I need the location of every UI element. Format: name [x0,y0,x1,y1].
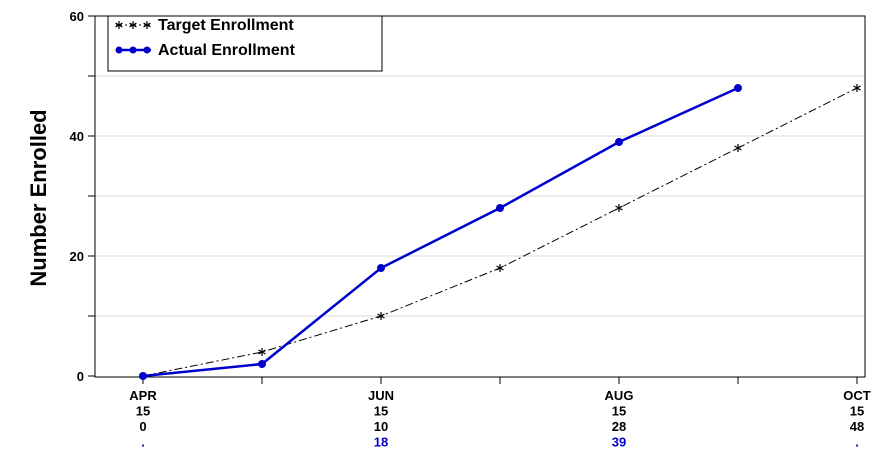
legend-actual-label: Actual Enrollment [158,42,296,59]
target-point [853,84,861,92]
legend-target-marker [129,21,137,29]
target-point [258,348,266,356]
grid-layer [95,75,865,317]
x-tick-label: JUN [368,388,394,403]
legend-actual-marker [115,46,123,54]
y-tick-label: 0 [77,369,84,384]
x-tick-label: . [855,435,859,450]
x-tick-label: 39 [612,435,626,450]
x-tick-label: 15 [612,404,626,419]
x-tick-label: 0 [139,419,146,434]
actual-point [258,360,266,368]
target-point [615,204,623,212]
x-tick-label: OCT [843,388,871,403]
legend-box [107,15,383,72]
legend-actual-marker [129,46,137,54]
x-tick-label: 18 [374,435,388,450]
x-tick-label: . [141,435,145,450]
target-point [377,312,385,320]
x-tick-label: 15 [850,404,864,419]
series-line-0 [142,87,858,377]
y-tick-label: 40 [70,129,84,144]
legend-target-marker [115,21,123,29]
legend-target-label: Target Enrollment [158,17,294,34]
legend-actual-markers [115,46,151,54]
series-layer [139,84,861,380]
target-point [734,144,742,152]
y-tick-label: 20 [70,249,84,264]
actual-point [139,372,147,380]
x-tick-label: 10 [374,419,388,434]
x-tick-label: 15 [136,404,150,419]
series-line-1 [142,86,739,378]
x-tick-label: AUG [605,388,634,403]
actual-point [734,84,742,92]
x-tick-label: 15 [374,404,388,419]
target-point [496,264,504,272]
x-tick-label: 48 [850,419,864,434]
y-axis-label: Number Enrolled [26,109,51,286]
legend: Target Enrollment Actual Enrollment [107,15,383,72]
x-tick-label: 28 [612,419,626,434]
legend-target-markers [115,21,151,29]
y-tick-label: 60 [70,9,84,24]
actual-point [496,204,504,212]
legend-target-marker [143,21,151,29]
x-tick-label: APR [129,388,157,403]
actual-point [377,264,385,272]
legend-actual-marker [143,46,151,54]
actual-point [615,138,623,146]
